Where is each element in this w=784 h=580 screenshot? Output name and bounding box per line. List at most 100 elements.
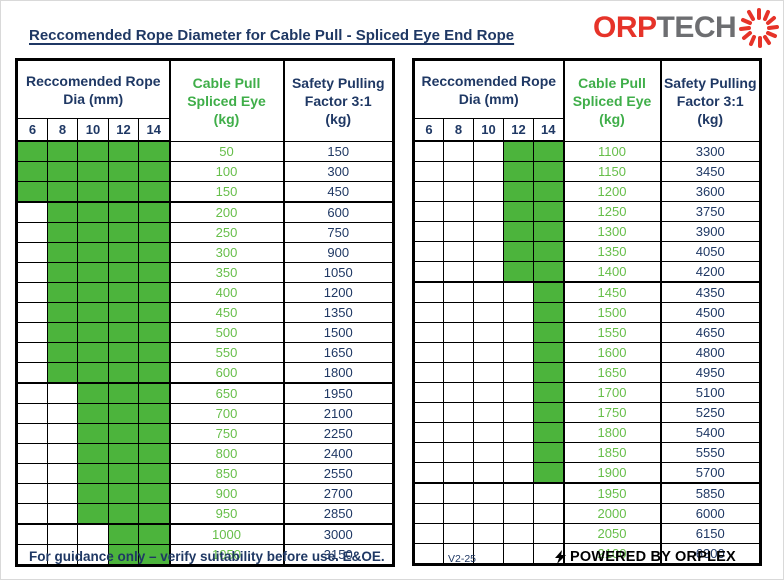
dia-cell-10-recommended [77, 242, 109, 263]
dia-cell-8 [443, 201, 474, 222]
dia-cell-12-recommended [108, 362, 139, 384]
dia-cell-14-recommended [533, 442, 564, 463]
dia-cell-8 [47, 503, 78, 525]
dia-cell-6 [16, 322, 48, 343]
dia-cell-8 [443, 462, 474, 484]
table-row: 450 1350 [16, 302, 394, 323]
table-row: 1000 3000 [16, 523, 394, 545]
dia-cell-12 [503, 322, 534, 343]
safety-factor-value: 1800 [282, 362, 394, 384]
dia-cell-8 [443, 181, 474, 202]
dia-cell-8-recommended [47, 242, 78, 263]
dia-cell-14-recommended [138, 282, 170, 303]
safety-factor-value: 3900 [659, 221, 761, 242]
dia-cell-14-recommended [138, 523, 170, 545]
dia-cell-14-recommended [138, 161, 170, 182]
logo-wordmark: ORPTECH [593, 11, 737, 45]
dia-cell-10 [473, 201, 504, 222]
dia-cell-14-recommended [138, 322, 170, 343]
table-row: 1950 5850 [413, 482, 761, 504]
dia-cell-14-recommended [138, 140, 170, 162]
rope-burst-icon [739, 8, 780, 48]
dia-col-14: 14 [533, 118, 564, 142]
table-row: 1200 3600 [413, 181, 761, 202]
dia-cell-8 [443, 442, 474, 463]
cable-pull-value: 2050 [562, 523, 661, 544]
dia-cell-8-recommended [47, 342, 78, 363]
dia-cell-12-recommended [108, 161, 139, 182]
dia-cell-10 [473, 362, 504, 383]
dia-cell-10 [473, 523, 504, 544]
dia-cell-12-recommended [108, 322, 139, 343]
cable-pull-value: 400 [168, 282, 284, 303]
dia-cell-12 [503, 543, 534, 565]
powered-by-text: POWERED BY ORPLEX [570, 549, 736, 565]
table-row: 700 2100 [16, 403, 394, 424]
page-title: Reccomended Rope Diameter for Cable Pull… [29, 27, 515, 44]
table-row: 350 1050 [16, 262, 394, 283]
dia-cell-14-recommended [533, 382, 564, 403]
dia-cell-6 [16, 242, 48, 263]
dia-cell-6 [413, 422, 444, 443]
dia-cell-6 [413, 281, 444, 303]
table-row: 1450 4350 [413, 281, 761, 303]
table-row: 1550 4650 [413, 322, 761, 343]
table-row: 1400 4200 [413, 261, 761, 283]
table-row: 2000 6000 [413, 503, 761, 524]
dia-cell-8 [47, 382, 78, 404]
safety-factor-value: 450 [282, 181, 394, 203]
dia-cell-14-recommended [138, 362, 170, 384]
dia-cell-8 [443, 241, 474, 262]
lightning-bolt-icon [555, 550, 566, 564]
dia-cell-8 [443, 281, 474, 303]
dia-cell-14-recommended [533, 362, 564, 383]
dia-cell-14-recommended [533, 342, 564, 363]
rope-table-right: Reccomended Rope Dia (mm) Cable Pull Spl… [412, 58, 762, 566]
table-row: 1800 5400 [413, 422, 761, 443]
safety-factor-value: 1500 [282, 322, 394, 343]
cable-pull-value: 1800 [562, 422, 661, 443]
dia-cell-10 [473, 482, 504, 504]
dia-cell-8 [443, 221, 474, 242]
dia-cell-14-recommended [533, 322, 564, 343]
dia-col-6: 6 [16, 118, 48, 142]
dia-cell-6-recommended [16, 161, 48, 182]
safety-factor-value: 150 [282, 140, 394, 162]
table-row: 600 1800 [16, 362, 394, 384]
dia-cell-10-recommended [77, 322, 109, 343]
dia-col-10: 10 [77, 118, 109, 142]
dia-cell-6 [413, 442, 444, 463]
dia-cell-12-recommended [108, 483, 139, 504]
version-label: V2-25 [448, 553, 477, 565]
dia-cell-10-recommended [77, 443, 109, 464]
cable-pull-value: 750 [168, 423, 284, 444]
dia-cell-10 [473, 261, 504, 283]
safety-factor-value: 1650 [282, 342, 394, 363]
table-row: 1700 5100 [413, 382, 761, 403]
dia-cell-6 [413, 523, 444, 544]
dia-cell-8 [47, 443, 78, 464]
table-row: 500 1500 [16, 322, 394, 343]
table-row: 2050 6150 [413, 523, 761, 544]
table-row: 1100 3300 [413, 140, 761, 162]
dia-cell-12-recommended [108, 201, 139, 223]
dia-cell-6 [16, 222, 48, 243]
cable-pull-value: 1550 [562, 322, 661, 343]
dia-cell-10 [473, 302, 504, 323]
dia-cell-12 [503, 302, 534, 323]
dia-cell-6 [413, 322, 444, 343]
safety-factor-value: 2250 [282, 423, 394, 444]
cable-pull-value: 1200 [562, 181, 661, 202]
safety-factor-value: 900 [282, 242, 394, 263]
dia-cell-14-recommended [138, 382, 170, 404]
dia-cell-6 [413, 382, 444, 403]
dia-col-8: 8 [47, 118, 78, 142]
orptech-logo: ORPTECH [593, 7, 780, 49]
header-rope-dia-line1: Reccomended Rope [25, 72, 161, 89]
dia-cell-10-recommended [77, 181, 109, 203]
dia-cell-6 [413, 543, 444, 565]
dia-cell-6 [16, 382, 48, 404]
dia-cell-12-recommended [503, 221, 534, 242]
safety-factor-value: 3750 [659, 201, 761, 222]
cable-pull-value: 350 [168, 262, 284, 283]
